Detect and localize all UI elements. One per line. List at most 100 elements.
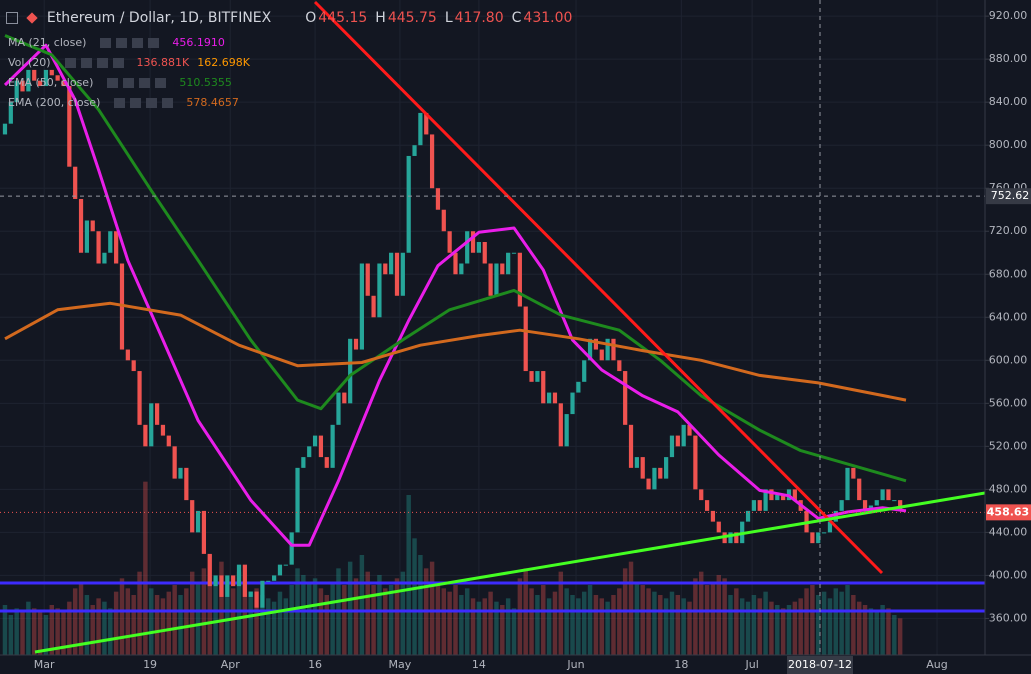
candle: [359, 263, 364, 350]
candle: [78, 198, 84, 253]
candle: [570, 392, 575, 415]
candle: [892, 500, 897, 502]
volume-bar: [599, 598, 604, 655]
candle: [254, 591, 259, 608]
candle: [424, 112, 429, 135]
volume-bar: [441, 588, 447, 655]
volume-bar: [178, 595, 183, 655]
volume-bar: [640, 585, 645, 655]
volume-bar: [833, 588, 839, 655]
volume-bar: [160, 598, 166, 655]
candle: [576, 381, 581, 393]
volume-bar: [125, 588, 131, 655]
volume-bar: [798, 598, 803, 655]
crosshair-time-box: [787, 656, 854, 674]
crosshair-time-label: 2018-07-12: [788, 658, 852, 671]
candle: [277, 564, 283, 576]
volume-bar: [658, 595, 663, 655]
volume-bar: [792, 601, 798, 655]
candle: [699, 489, 704, 501]
volume-bar: [154, 595, 160, 655]
candle: [734, 532, 739, 544]
volume-bar: [851, 595, 856, 655]
volume-bar: [149, 588, 154, 655]
candle: [669, 435, 675, 458]
candle: [775, 494, 780, 501]
candle: [898, 500, 903, 511]
candle: [2, 123, 8, 135]
volume-bar: [371, 585, 376, 655]
volume-bar: [359, 555, 365, 655]
volume-bar: [26, 601, 31, 655]
candle: [704, 500, 710, 511]
volume-bar: [347, 561, 353, 655]
candle: [201, 510, 207, 554]
symbol[interactable]: Ethereum / Dollar, 1D, BITFINEX: [46, 10, 272, 26]
volume-bar: [318, 588, 324, 655]
volume-bar: [722, 578, 727, 655]
candle: [728, 532, 733, 544]
candle: [511, 252, 517, 254]
candle: [652, 467, 657, 490]
candle: [383, 263, 388, 275]
volume-bar: [564, 588, 569, 655]
volume-bar: [418, 555, 423, 655]
crosshair-price-box: [986, 188, 1031, 205]
x-tick-label: May: [389, 658, 412, 671]
candle: [453, 252, 458, 275]
y-tick-label: 480.00: [989, 482, 1028, 495]
candle: [295, 467, 300, 533]
x-tick-label: Apr: [221, 658, 241, 671]
candle: [412, 145, 417, 156]
ohlc-key: H: [375, 10, 386, 26]
volume-bar: [587, 585, 593, 655]
volume-bar: [535, 595, 540, 655]
y-tick-label: 680.00: [989, 267, 1028, 280]
candle: [225, 575, 230, 597]
legend-value: 136.881K: [136, 56, 190, 69]
candle: [272, 575, 277, 581]
y-tick-label: 880.00: [989, 52, 1028, 65]
volume-bar: [734, 588, 739, 655]
volume-bar: [219, 561, 224, 655]
candle: [839, 500, 844, 511]
volume-bar: [2, 605, 8, 655]
volume-bar: [8, 615, 14, 655]
volume-bar: [745, 601, 751, 655]
volume-bar: [72, 588, 78, 655]
candle: [312, 435, 318, 447]
trendline: [34, 491, 985, 654]
y-tick-label: 360.00: [989, 611, 1028, 624]
volume-bar: [868, 608, 874, 655]
candle: [541, 371, 546, 404]
volume-bar: [816, 595, 821, 655]
volume-bar: [330, 581, 335, 655]
volume-bar: [617, 588, 622, 655]
volume-bar: [488, 591, 493, 655]
volume-bar: [804, 588, 809, 655]
y-tick-label: 720.00: [989, 224, 1028, 237]
volume-bar: [810, 585, 815, 655]
legend-name: EMA (200, close): [8, 96, 101, 109]
legend-icons: [114, 98, 179, 108]
volume-bar: [78, 581, 84, 655]
volume-bar: [90, 605, 95, 655]
legend-row: EMA (50, close) 510.5355: [8, 76, 232, 89]
ohlc-value: 445.15: [318, 10, 368, 26]
candle: [792, 489, 797, 501]
candle: [552, 392, 558, 404]
candle: [845, 467, 850, 501]
candle: [681, 424, 686, 447]
volume-bar: [429, 561, 435, 655]
y-tick-label: 640.00: [989, 310, 1028, 323]
volume-bar: [459, 595, 464, 655]
candle: [862, 500, 868, 511]
volume-bar: [541, 585, 546, 655]
candle: [336, 392, 341, 425]
volume-bar: [763, 591, 768, 655]
x-tick-label: Jul: [744, 658, 758, 671]
volume-bar: [775, 605, 780, 655]
candle: [769, 489, 774, 501]
